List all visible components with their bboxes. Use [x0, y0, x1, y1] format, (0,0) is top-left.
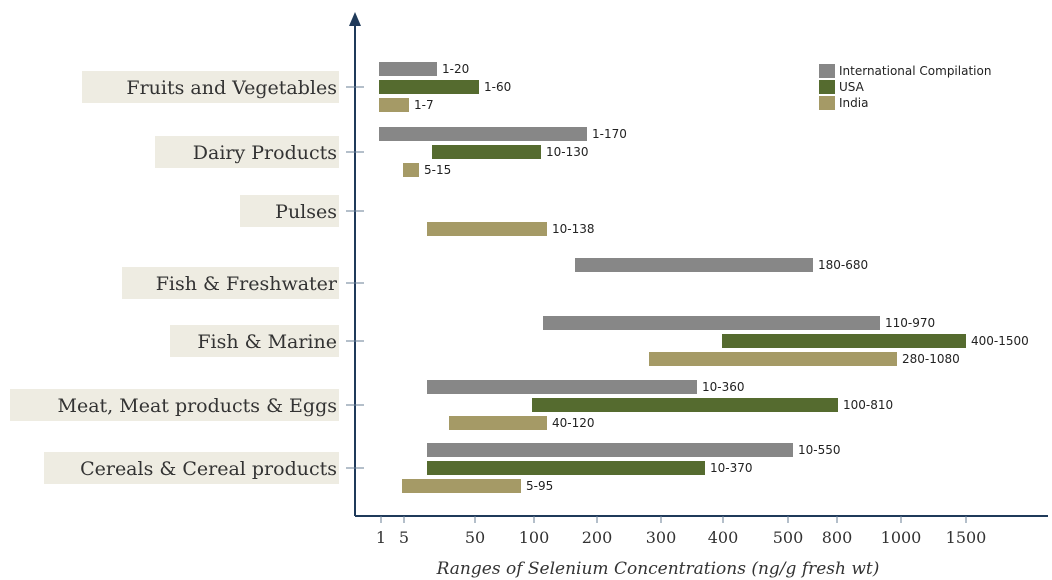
range-bar: [403, 163, 419, 177]
range-bar: [532, 398, 838, 412]
legend-swatch: [819, 96, 835, 110]
range-label: 110-970: [885, 316, 935, 330]
range-bar: [402, 479, 521, 493]
x-tick-label: 50: [465, 528, 485, 547]
category-label-bg: [155, 136, 339, 168]
legend-label: India: [839, 96, 868, 110]
range-bar: [722, 334, 966, 348]
range-bar: [432, 145, 541, 159]
category-label-bg: [10, 389, 339, 421]
range-bar: [449, 416, 547, 430]
range-label: 10-550: [798, 443, 841, 457]
category-label: Fish & Freshwater: [156, 273, 338, 295]
category-label: Fish & Marine: [197, 331, 337, 353]
x-axis-ticks: 1 5 50 100 200 300 400 500 800 1000 1500: [376, 516, 986, 547]
x-tick-label: 100: [519, 528, 550, 547]
range-bar: [427, 380, 697, 394]
category-label-bg: [44, 452, 339, 484]
range-label: 1-20: [442, 62, 469, 76]
range-bar: [379, 80, 479, 94]
range-bar: [427, 222, 547, 236]
range-bar: [649, 352, 897, 366]
category-label: Meat, Meat products & Eggs: [58, 395, 338, 417]
x-axis-title: Ranges of Selenium Concentrations (ng/g …: [436, 559, 880, 579]
range-bar: [379, 127, 587, 141]
legend-swatch: [819, 64, 835, 78]
x-tick-label: 5: [399, 528, 409, 547]
range-bar: [543, 316, 880, 330]
range-label: 1-170: [592, 127, 627, 141]
range-label: 10-138: [552, 222, 595, 236]
x-tick-label: 300: [646, 528, 677, 547]
range-label: 40-120: [552, 416, 595, 430]
range-label: 1-7: [414, 98, 434, 112]
x-tick-label: 200: [582, 528, 613, 547]
x-tick-label: 800: [822, 528, 853, 547]
range-label: 180-680: [818, 258, 868, 272]
category-label-bg: [170, 325, 339, 357]
range-label: 10-360: [702, 380, 745, 394]
x-tick-label: 400: [708, 528, 739, 547]
category-label: Fruits and Vegetables: [126, 77, 337, 99]
range-label: 5-15: [424, 163, 451, 177]
category-label-bg: [82, 71, 339, 103]
x-tick-label: 1500: [946, 528, 987, 547]
range-bar: [379, 62, 437, 76]
x-tick-label: 1000: [881, 528, 922, 547]
range-bar: [427, 461, 705, 475]
category-label-bg: [240, 195, 339, 227]
category-label: Pulses: [275, 201, 337, 223]
legend-swatch: [819, 80, 835, 94]
range-label: 280-1080: [902, 352, 960, 366]
category-label: Cereals & Cereal products: [80, 458, 337, 480]
range-bar: [379, 98, 409, 112]
range-bar: [575, 258, 813, 272]
range-bars: 1-20 1-170 180-680 110-970 10-360 10-550 1-60 1…: [379, 62, 1029, 493]
range-label: 100-810: [843, 398, 893, 412]
range-label: 400-1500: [971, 334, 1029, 348]
x-tick-label: 1: [376, 528, 386, 547]
legend-label: International Compilation: [839, 64, 991, 78]
legend-label: USA: [839, 80, 865, 94]
range-label: 10-130: [546, 145, 589, 159]
category-label: Dairy Products: [193, 142, 337, 164]
category-label-bg: [122, 267, 339, 299]
legend: International Compilation USA India: [819, 64, 991, 110]
category-labels: Fruits and Vegetables Dairy Products Pulse…: [10, 71, 364, 484]
range-label: 10-370: [710, 461, 753, 475]
range-label: 1-60: [484, 80, 511, 94]
x-tick-label: 500: [773, 528, 804, 547]
range-bar: [427, 443, 793, 457]
y-axis-arrow: [349, 12, 361, 26]
range-label: 5-95: [526, 479, 553, 493]
